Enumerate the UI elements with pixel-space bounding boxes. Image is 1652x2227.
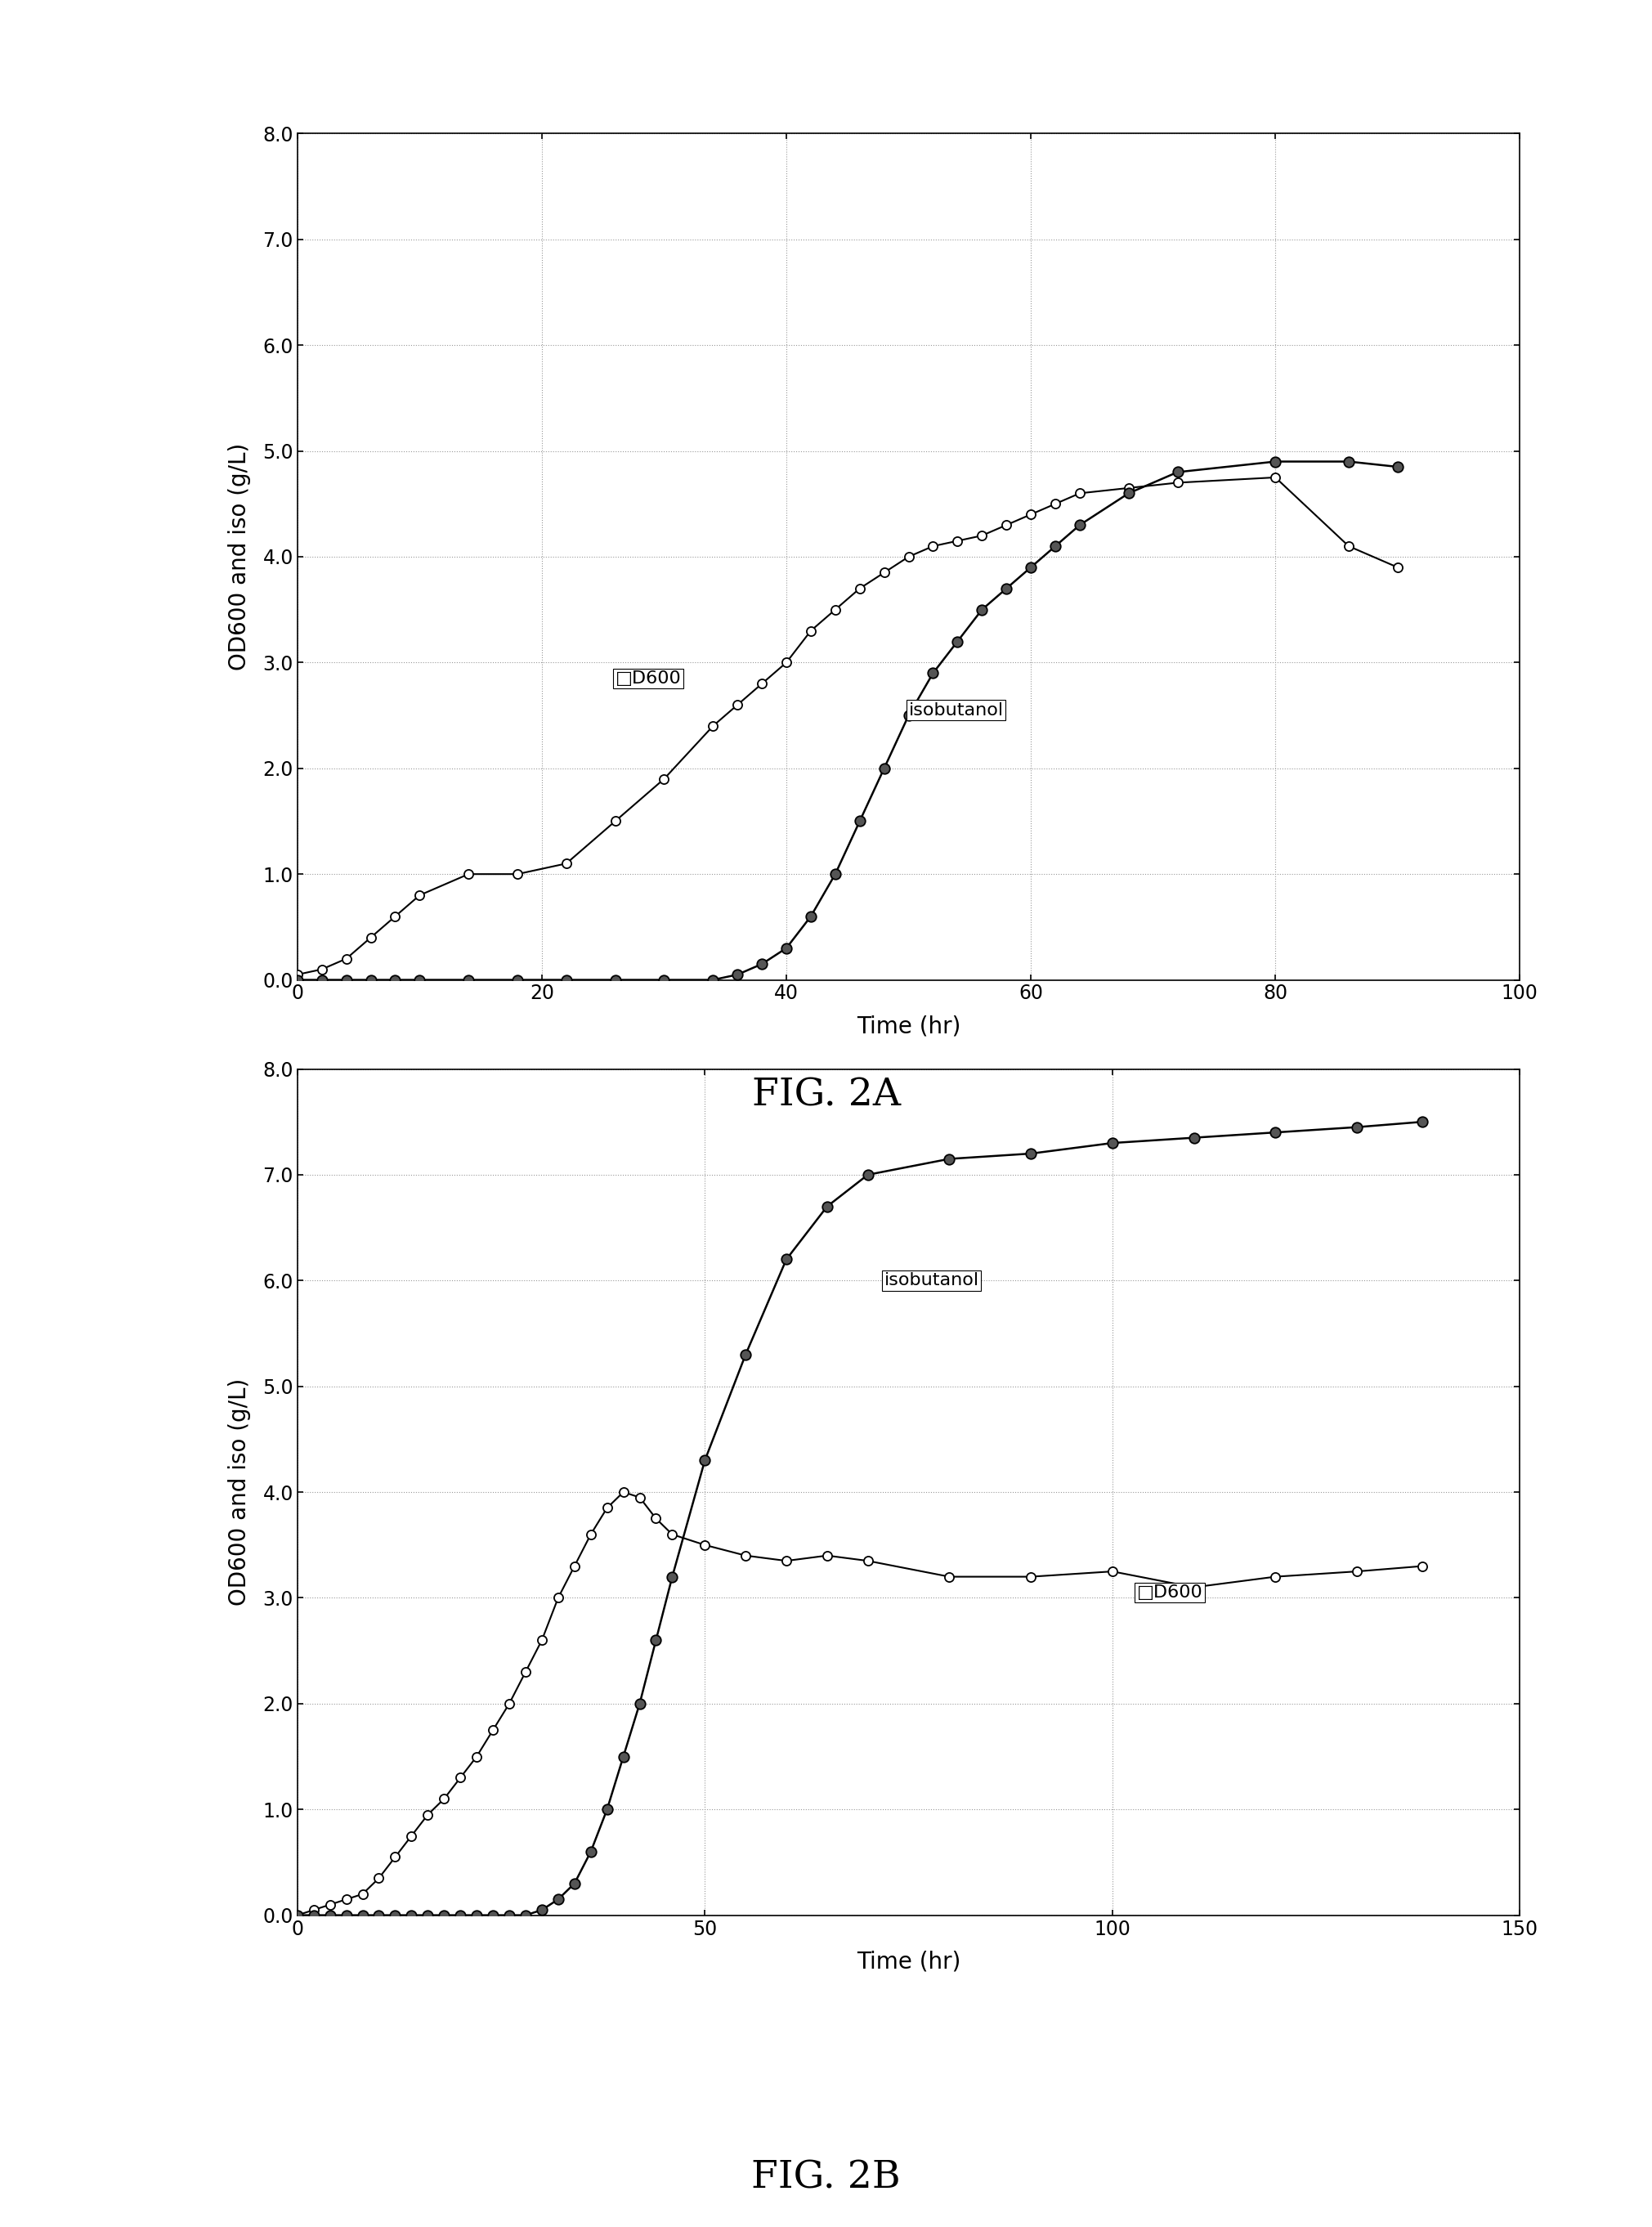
Text: □D600: □D600 [615,670,681,686]
Text: FIG. 2B: FIG. 2B [752,2160,900,2196]
X-axis label: Time (hr): Time (hr) [856,1951,961,1973]
Y-axis label: OD600 and iso (g/L): OD600 and iso (g/L) [228,443,251,670]
Y-axis label: OD600 and iso (g/L): OD600 and iso (g/L) [228,1379,251,1606]
Text: □D600: □D600 [1137,1583,1203,1601]
X-axis label: Time (hr): Time (hr) [856,1016,961,1038]
Text: isobutanol: isobutanol [909,702,1003,719]
Text: isobutanol: isobutanol [884,1272,980,1289]
Text: FIG. 2A: FIG. 2A [752,1078,900,1114]
